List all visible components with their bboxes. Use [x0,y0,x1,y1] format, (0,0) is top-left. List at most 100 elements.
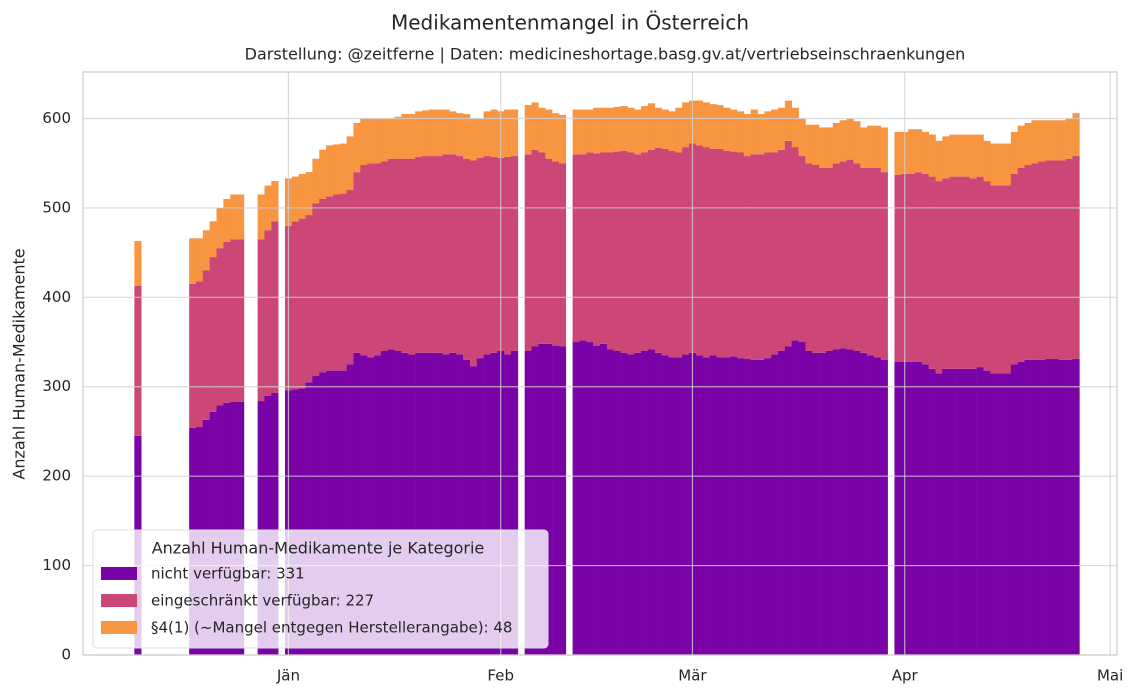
bar-segment [894,174,902,362]
bar-segment [825,350,834,655]
bar-segment [839,161,847,349]
bar-segment [291,176,300,222]
bar-segment [237,239,245,402]
bar-segment [195,281,204,427]
bar-segment [935,140,943,182]
bar-segment [1058,160,1066,360]
bar-segment [504,156,512,355]
bar-segment [558,163,567,347]
bar-segment [942,368,950,655]
bar-segment [483,111,491,157]
bar-segment [202,230,210,271]
bar-segment [538,107,546,153]
bar-segment [449,154,457,353]
bar-segment [990,373,998,655]
bar-segment [387,158,395,350]
bar-segment [408,354,416,655]
bar-segment [798,342,806,655]
bar-segment [613,151,621,351]
bar-segment [346,364,354,655]
bar-segment [346,190,354,365]
bar-segment [586,152,594,343]
bar-segment [558,114,567,164]
bar-segment [647,349,656,655]
bar-segment [531,102,539,150]
legend-label: §4(1) (~Mangel entgegen Herstellerangabe… [151,619,512,637]
bar-segment [374,163,382,356]
bar-segment [990,143,998,186]
bar-segment [908,129,916,174]
bar-segment [730,356,738,655]
bar-segment [394,350,402,655]
bar-segment [969,178,977,369]
bar-segment [634,109,642,155]
bar-segment [305,215,313,383]
bar-segment [997,185,1005,374]
bar-segment [367,118,375,164]
bar-segment [908,173,916,362]
bar-segment [702,147,710,358]
bar-segment [504,109,512,157]
bar-segment [654,107,662,149]
bar-segment [1045,120,1053,161]
bar-segment [223,241,231,403]
bar-segment [928,368,936,655]
bar-segment [860,127,868,168]
bar-segment [524,105,532,155]
bar-segment [1065,359,1073,655]
bar-segment [579,109,587,155]
bar-segment [332,144,341,195]
bar-segment [435,109,443,157]
bar-segment [867,355,875,655]
y-tick-label: 100 [42,556,71,574]
bar-segment [1017,361,1025,655]
bar-segment [668,111,676,151]
bar-segment [264,395,272,655]
bar-segment [326,370,334,655]
legend-title: Anzahl Human-Medikamente je Kategorie [152,539,485,558]
bar-segment [510,156,519,351]
bar-segment [421,156,430,353]
bar-segment [778,350,786,655]
bar-segment [764,111,772,153]
bar-segment [483,156,491,355]
bar-segment [750,359,758,655]
bar-segment [935,181,943,374]
bar-segment [463,158,471,360]
bar-segment [983,140,991,182]
bar-segment [702,102,710,148]
bar-segment [716,148,724,358]
bar-segment [798,118,806,157]
bar-segment [572,154,580,343]
bar-segment [825,127,834,168]
bar-segment [880,359,888,655]
y-tick-label: 400 [42,288,71,306]
x-tick-label: Feb [487,667,514,685]
bar-segment [394,158,402,351]
bar-segment [613,106,621,152]
bar-segment [791,107,799,148]
legend: Anzahl Human-Medikamente je Kategorie nic… [92,529,549,649]
bar-segment [593,107,601,154]
bar-segment [353,352,361,655]
bar-segment [1024,122,1032,165]
bar-segment [1010,173,1019,365]
y-tick-label: 0 [61,646,71,664]
bar-segment [682,354,690,655]
bar-segment [627,354,635,655]
bar-segment [956,134,964,177]
bar-segment [456,156,464,355]
bar-segment [606,107,614,153]
bar-segment [730,109,738,152]
bar-segment [784,346,793,655]
bar-segment [469,118,478,161]
bar-segment [702,357,710,655]
bar-segment [675,107,683,153]
bar-segment [634,154,642,353]
bar-segment [572,342,580,655]
x-tick-label: Apr [892,667,919,685]
bar-segment [647,149,656,350]
bar-segment [997,373,1005,655]
bar-segment [832,163,840,350]
